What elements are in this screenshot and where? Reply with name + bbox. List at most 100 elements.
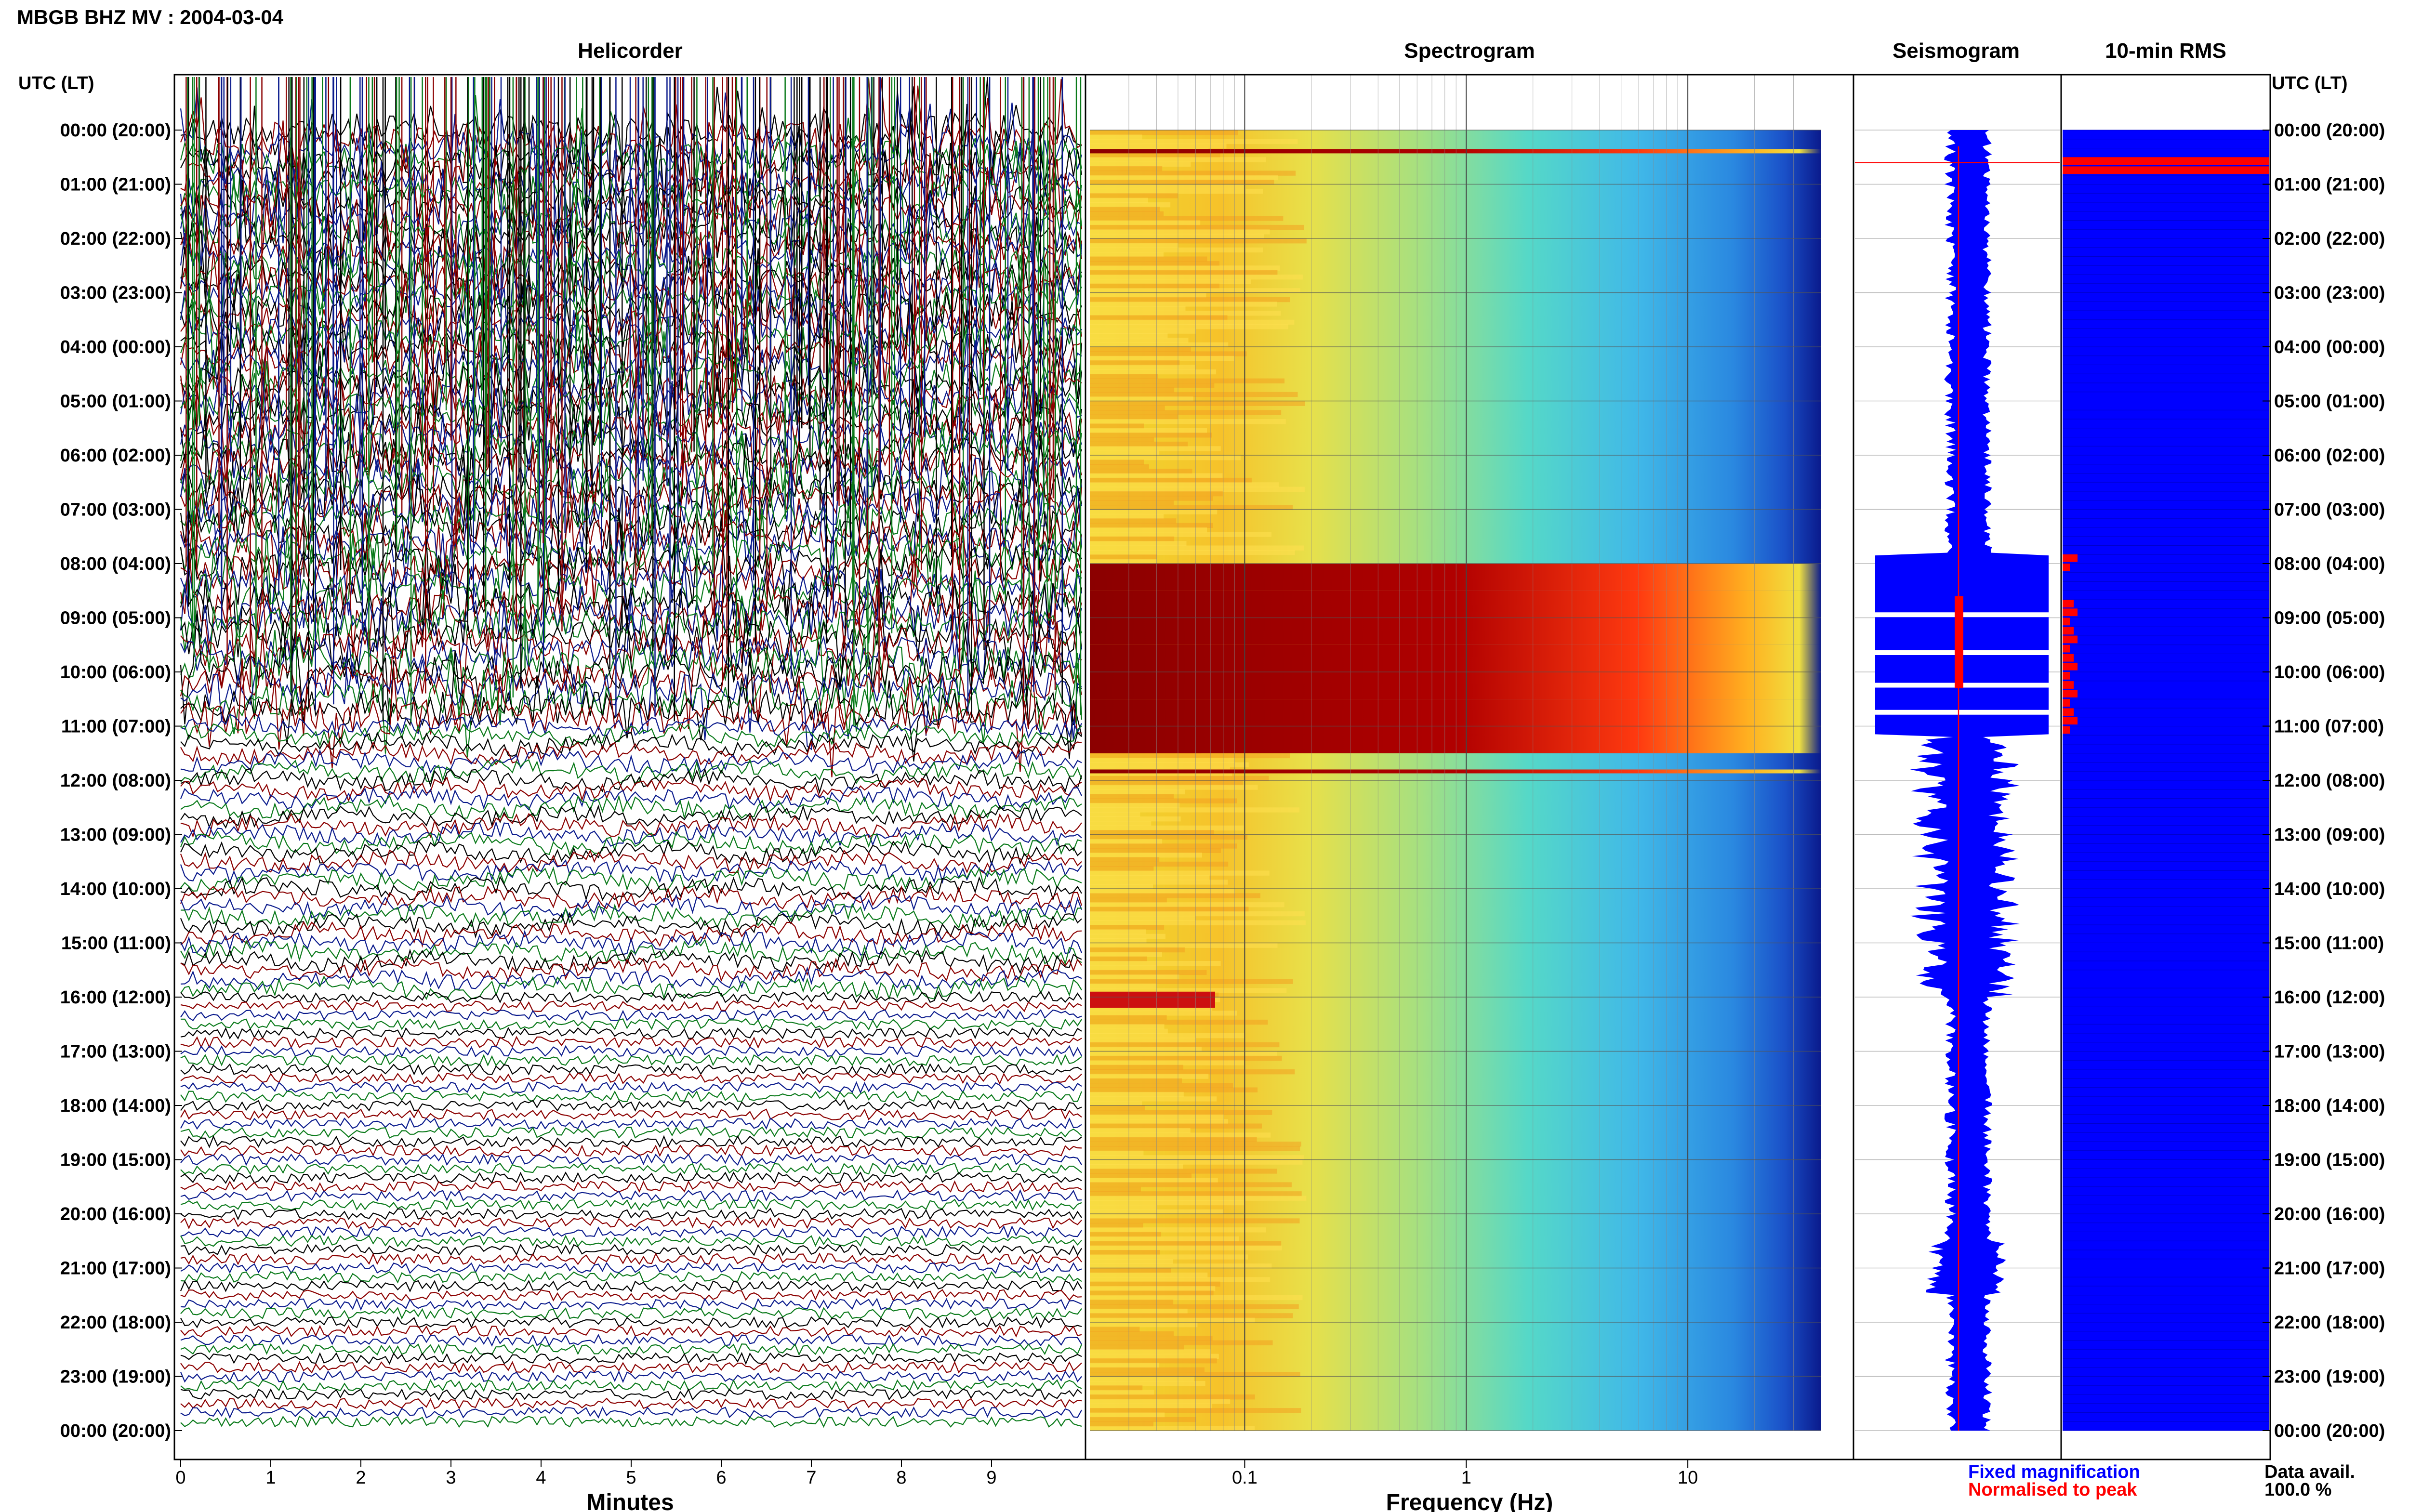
spectrogram-row [1090,1047,1202,1052]
main-frame [173,74,2271,1460]
spectrogram-row [1090,1123,1262,1129]
spectrogram-row [1090,1426,1255,1431]
hour-label-right: 16:00 (12:00) [2274,987,2385,1008]
hour-label-right: 11:00 (07:00) [2274,717,2384,737]
spectrogram-row [1090,1065,1184,1070]
helicorder-trace [180,413,1083,524]
spectrogram-hot-band [1090,591,1821,618]
hour-label-left: 00:00 (20:00) [60,1421,171,1441]
spectrogram-row [1090,1250,1160,1255]
spectrogram-row [1090,907,1249,912]
spectrogram-row [1090,460,1144,465]
hour-label-left: 00:00 (20:00) [60,120,171,141]
spectrogram-row [1090,130,1238,135]
rms-peak-bar [2063,554,2078,562]
helicorder-trace [180,1090,1083,1103]
x-tick-label: 8 [896,1468,906,1488]
spectrogram-row [1090,1119,1229,1124]
spectrogram-hot-band [1090,618,1821,645]
spectrogram-row [1090,486,1305,492]
spectrogram-row [1090,776,1269,781]
hour-label-left: 08:00 (04:00) [60,554,171,574]
spectrogram-row [1090,396,1193,402]
helicorder-trace [180,1289,1082,1302]
spectrogram-row [1090,771,1232,776]
helicorder-trace [180,794,1082,821]
helicorder-trace [180,767,1083,794]
spectrogram-row [1090,311,1281,316]
helicorder-trace [180,465,1083,584]
spectrogram-row [1090,446,1221,451]
spectrogram-row [1090,496,1213,501]
spectrogram-row [1090,889,1235,894]
spectrogram-row [1090,965,1157,971]
spectrogram-row [1090,929,1146,934]
helicorder-trace [180,1081,1082,1094]
spectrogram-row [1090,1200,1245,1206]
spectrogram-row [1090,1196,1307,1201]
spectrogram-row [1090,193,1178,198]
helicorder-trace [180,421,1082,543]
hour-label-right: 22:00 (18:00) [2274,1313,2385,1333]
spectrogram-row [1090,252,1164,257]
spectrogram-hot-band [1090,672,1821,699]
spectrogram-row [1090,1091,1184,1097]
spectrogram-row [1090,338,1189,343]
helicorder-trace [180,975,1082,1000]
helicorder-xlabel: Minutes [586,1490,674,1512]
helicorder-trace [180,1352,1082,1365]
spectrogram-row [1090,491,1223,497]
helicorder-trace [180,1388,1082,1401]
spectrogram-row [1090,513,1164,519]
helicorder-trace [180,1072,1082,1085]
spectrogram-row [1090,500,1174,506]
hour-label-left: 13:00 (09:00) [60,825,171,845]
spectrogram-row [1090,329,1196,334]
spectrogram-row [1090,532,1272,537]
helicorder-trace [180,371,1083,489]
spectrogram-row [1090,925,1165,930]
spectrogram-row [1090,505,1293,510]
rms-panel [2063,130,2269,1431]
helicorder-trace [180,160,1082,277]
legend-fixed-magnification: Fixed magnification [1968,1462,2140,1482]
spectrogram-row [1090,1096,1217,1102]
spectrogram-row [1090,798,1237,803]
helicorder-trace [180,804,1082,829]
spectrogram-row [1090,880,1228,885]
spectrogram-row [1090,1367,1205,1373]
spectrogram-row [1090,1372,1300,1377]
spectrogram-row [1090,1186,1141,1192]
spectrogram-row [1090,875,1210,881]
hour-label-right: 20:00 (16:00) [2274,1204,2385,1224]
helicorder-trace [180,143,1082,257]
spectrogram-row [1090,1178,1218,1183]
x-tick-label: 0 [175,1468,185,1488]
hour-label-right: 07:00 (03:00) [2274,500,2385,520]
seismogram-normalised-block [1955,596,1963,688]
spectrogram-row [1090,216,1284,221]
spectrogram-hot-band [1090,699,1821,726]
hour-label-right: 02:00 (22:00) [2274,229,2385,249]
spectrogram-row [1090,1394,1255,1400]
spectrogram-row [1090,1218,1300,1223]
hour-label-left: 16:00 (12:00) [60,987,171,1008]
spectrogram-row [1090,802,1180,808]
helicorder-trace [180,1379,1082,1392]
helicorder-trace [180,239,1082,352]
spectrogram-row [1090,1205,1157,1210]
helicorder-trace [180,990,1082,1004]
hour-label-right: 00:00 (20:00) [2274,1421,2385,1441]
spectrogram-row [1090,1322,1198,1328]
spectrogram-row [1090,509,1218,514]
rms-peak-bar [2063,708,2074,716]
spectrogram-row [1090,1223,1143,1228]
helicorder-trace [180,1271,1082,1284]
spectrogram-row [1090,857,1160,862]
x-tick-label: 2 [356,1468,366,1488]
helicorder-trace [180,1171,1082,1184]
spectrogram-row [1090,1263,1272,1269]
spectrogram-row [1090,1412,1165,1418]
rms-peak-bar [2063,644,2070,653]
spectrogram-row [1090,983,1157,989]
